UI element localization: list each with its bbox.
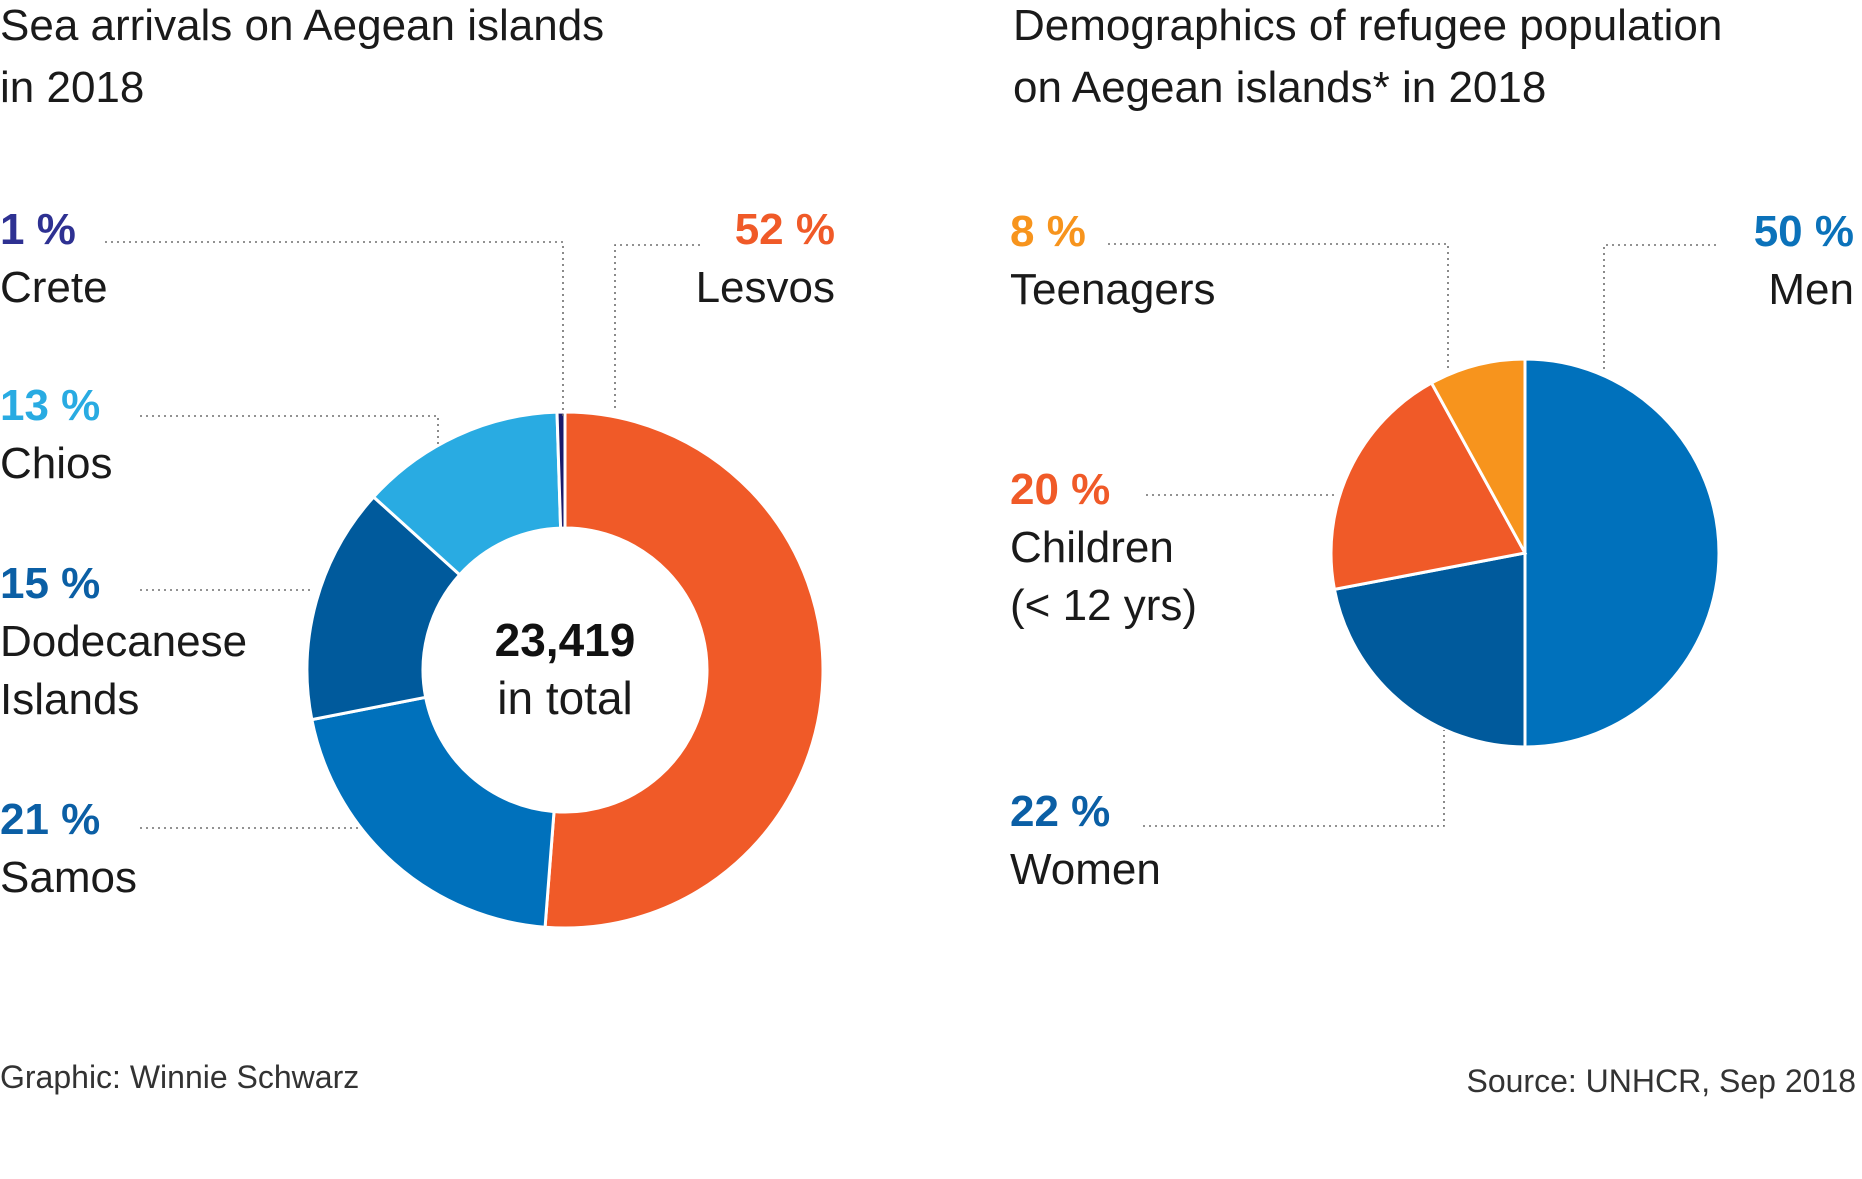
donut-chart-sea-arrivals: Sea arrivals on Aegean islands in 2018 2… — [0, 1, 835, 930]
chios-leader-line — [140, 415, 439, 445]
donut-center-value: 23,419 — [495, 614, 636, 666]
teenagers-percent: 8 % — [1010, 207, 1086, 256]
samos-label: Samos — [0, 853, 137, 902]
crete-percent: 1 % — [0, 205, 76, 254]
women-percent: 22 % — [1010, 787, 1110, 836]
slice-samos — [310, 695, 556, 929]
slice-lesvos — [543, 410, 825, 930]
slice-crete — [555, 410, 567, 530]
pie-chart-demographics: Demographics of refugee population on Ae… — [1010, 1, 1854, 894]
pie-title-line-2: on Aegean islands* in 2018 — [1013, 63, 1546, 112]
children-label-line-1: Children — [1010, 523, 1174, 572]
crete-leader-line — [105, 241, 564, 418]
women-leader-line — [1143, 730, 1445, 827]
donut-center-label: in total — [497, 672, 633, 724]
samos-percent: 21 % — [0, 795, 100, 844]
donut-title-line-1: Sea arrivals on Aegean islands — [0, 1, 604, 50]
women-label: Women — [1010, 845, 1161, 894]
children-percent: 20 % — [1010, 465, 1110, 514]
lesvos-label: Lesvos — [696, 263, 835, 312]
graphic-credit: Graphic: Winnie Schwarz — [0, 1059, 359, 1095]
source-note: Source: UNHCR, Sep 2018 — [1466, 1063, 1856, 1099]
slice-children-12-yrs — [1329, 380, 1528, 592]
slice-women — [1332, 551, 1527, 749]
men-percent: 50 % — [1754, 207, 1854, 256]
pie-title-line-1: Demographics of refugee population — [1013, 1, 1722, 50]
crete-label: Crete — [0, 263, 108, 312]
chios-label: Chios — [0, 439, 113, 488]
lesvos-leader-line — [614, 244, 700, 412]
lesvos-percent: 52 % — [735, 205, 835, 254]
slice-teenagers — [1429, 357, 1527, 554]
dodecanese-label-line-1: Dodecanese — [0, 617, 247, 666]
men-leader-line — [1603, 244, 1716, 372]
teenagers-label: Teenagers — [1010, 265, 1215, 314]
donut-slices — [305, 410, 825, 930]
donut-title-line-2: in 2018 — [0, 63, 144, 112]
children-label-line-2: (< 12 yrs) — [1010, 581, 1197, 630]
dodecanese-label-line-2: Islands — [0, 675, 139, 724]
chios-percent: 13 % — [0, 381, 100, 430]
dodecanese-percent: 15 % — [0, 559, 100, 608]
pie-slices — [1329, 357, 1721, 749]
men-label: Men — [1768, 265, 1854, 314]
slice-men — [1523, 357, 1721, 749]
